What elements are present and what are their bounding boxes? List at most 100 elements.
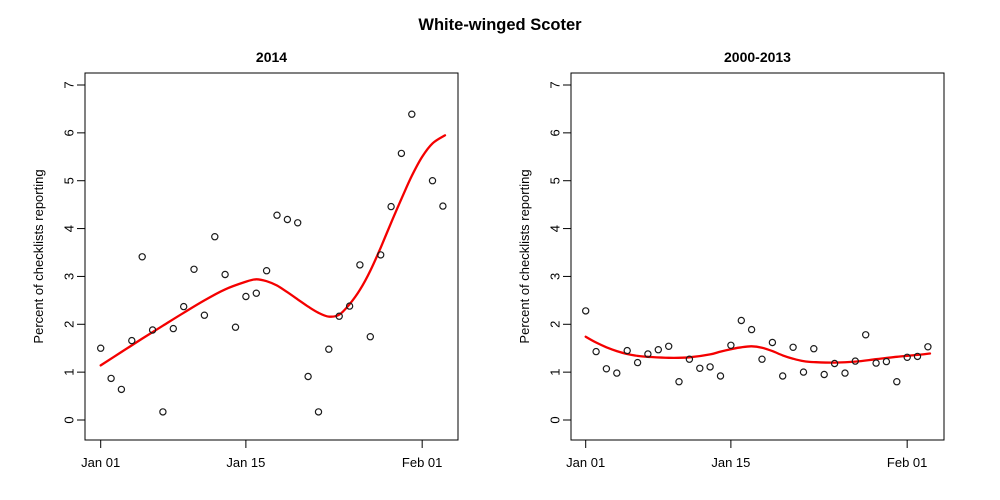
data-point — [356, 261, 364, 269]
y-tick-label: 1 — [548, 369, 563, 376]
panel-2000-2013: 2000-2013 Percent of checklists reportin… — [517, 49, 945, 470]
data-point — [283, 215, 292, 224]
plot-box — [570, 72, 945, 441]
x-tick-label: Jan 01 — [566, 455, 605, 470]
y-tick-label: 5 — [548, 177, 563, 184]
data-point — [252, 289, 260, 297]
plot-box — [84, 72, 459, 441]
data-point — [117, 385, 126, 394]
data-point — [428, 176, 437, 185]
y-axis-label-left: Percent of checklists reporting — [31, 169, 46, 343]
data-point — [179, 302, 188, 311]
data-point — [439, 202, 447, 210]
data-point — [862, 331, 870, 339]
data-point — [602, 365, 611, 373]
panel-title-2014: 2014 — [256, 49, 287, 65]
data-point — [128, 336, 136, 345]
data-point — [768, 338, 777, 347]
y-tick-label: 0 — [62, 416, 77, 423]
y-tick-label: 2 — [548, 321, 563, 328]
y-tick-label: 4 — [548, 225, 563, 232]
y-tick-label: 7 — [548, 81, 563, 88]
data-point — [211, 232, 219, 241]
data-point — [107, 374, 115, 383]
data-point — [893, 378, 901, 386]
data-point — [96, 344, 105, 352]
plot-area-2014: 0 1 2 3 4 5 6 7 Jan 01 Jan 15 Feb 01 — [62, 72, 459, 470]
data-point — [716, 372, 725, 380]
data-point — [841, 369, 849, 377]
data-point — [820, 370, 828, 379]
panel-title-2000-2013: 2000-2013 — [724, 49, 791, 65]
x-tick-label: Jan 15 — [226, 455, 265, 470]
data-point — [242, 292, 250, 301]
data-point — [314, 408, 323, 416]
data-point — [200, 311, 209, 319]
data-point — [304, 372, 312, 381]
data-point — [789, 343, 797, 351]
data-point — [169, 324, 177, 333]
y-tick-label: 1 — [62, 369, 77, 376]
data-point — [737, 316, 746, 325]
y-tick-label: 6 — [548, 129, 563, 136]
data-point — [747, 325, 756, 334]
data-point — [758, 355, 766, 363]
data-point — [294, 219, 302, 227]
data-point — [882, 357, 891, 366]
data-point — [810, 345, 818, 353]
data-point — [706, 363, 714, 371]
data-point — [696, 364, 704, 372]
data-point — [924, 343, 932, 351]
plot-area-2000-2013: 0 1 2 3 4 5 6 7 Jan 01 Jan 15 Feb 01 — [548, 72, 945, 470]
data-point — [779, 372, 787, 380]
y-tick-label: 7 — [62, 81, 77, 88]
data-point — [408, 110, 416, 118]
y-tick-label: 0 — [548, 416, 563, 423]
x-tick-label: Jan 01 — [81, 455, 120, 470]
data-point — [366, 333, 374, 341]
trend-line — [99, 134, 447, 367]
data-point — [830, 359, 839, 368]
data-point — [345, 302, 354, 310]
data-point — [685, 355, 694, 363]
x-tick-label: Feb 01 — [402, 455, 442, 470]
y-tick-label: 3 — [62, 273, 77, 280]
y-tick-label: 6 — [62, 129, 77, 136]
data-point — [221, 270, 229, 279]
data-point — [799, 368, 808, 376]
data-point — [138, 253, 146, 261]
y-tick-label: 5 — [62, 177, 77, 184]
data-point — [325, 345, 333, 353]
data-point — [851, 357, 860, 365]
data-point — [273, 211, 281, 219]
data-point — [665, 342, 673, 350]
data-point — [159, 408, 167, 416]
data-point — [231, 323, 240, 331]
data-point — [613, 369, 621, 377]
data-point — [872, 359, 880, 367]
data-point — [654, 346, 663, 354]
data-point — [387, 202, 395, 211]
data-point — [592, 347, 600, 356]
y-tick-label: 4 — [62, 225, 77, 232]
data-point — [633, 358, 642, 367]
data-point — [675, 378, 683, 386]
y-tick-label: 2 — [62, 321, 77, 328]
y-axis-label-right: Percent of checklists reporting — [517, 169, 532, 343]
trend-line — [584, 335, 932, 364]
panel-2014: 2014 Percent of checklists reporting 0 1 2… — [31, 49, 459, 470]
data-point — [335, 312, 343, 320]
x-tick-label: Feb 01 — [887, 455, 927, 470]
data-point — [644, 350, 652, 358]
figure-title: White-winged Scoter — [418, 16, 582, 34]
data-point — [623, 346, 631, 355]
data-point — [582, 307, 590, 315]
data-point — [377, 251, 385, 259]
data-point — [190, 265, 198, 273]
data-point — [397, 149, 406, 158]
y-tick-label: 3 — [548, 273, 563, 280]
data-point — [727, 341, 735, 349]
data-point — [913, 352, 922, 361]
